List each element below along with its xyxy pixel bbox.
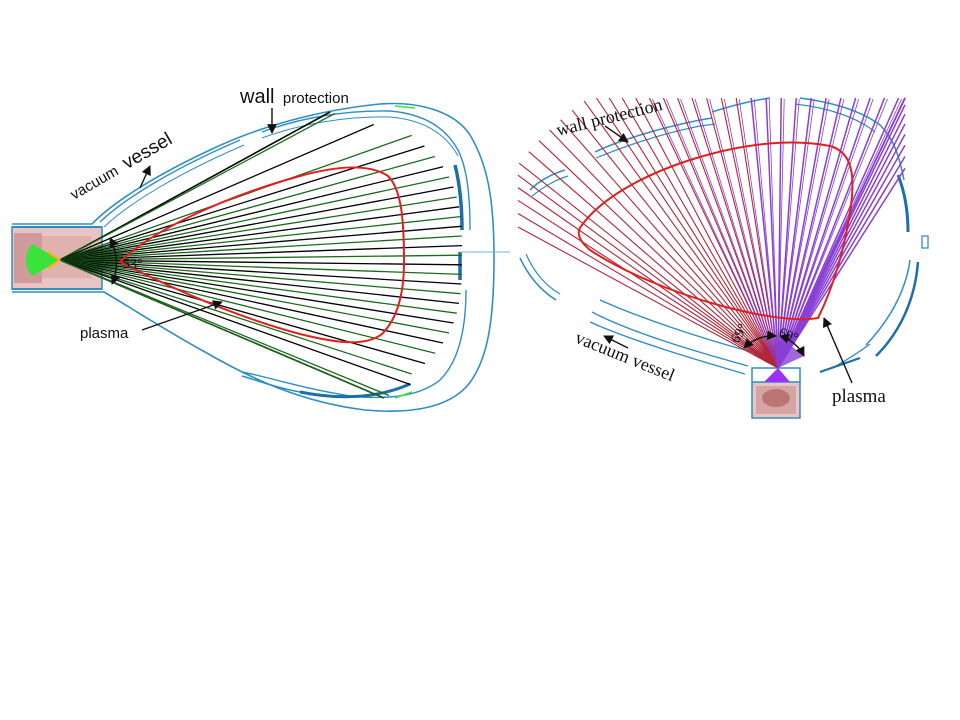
- left-sightline: [59, 259, 462, 276]
- right-sightline: [677, 97, 779, 369]
- left-sightline: [59, 215, 461, 261]
- right-sightline: [621, 97, 779, 369]
- left-sightline: [59, 259, 462, 266]
- left-angle-arc: [109, 237, 121, 285]
- right-sightline: [777, 97, 886, 369]
- right-sightline: [777, 98, 845, 369]
- right-sightline: [528, 151, 779, 369]
- right-sightline: [777, 98, 785, 369]
- left-sightline: [59, 145, 425, 261]
- right-angle-label-right: 69°: [777, 326, 801, 347]
- right-sightline: [666, 98, 779, 369]
- left-wall-label: wall protection: [239, 86, 349, 108]
- right-lower-vessel: [589, 299, 871, 375]
- right-plasma-label: plasma: [832, 386, 886, 407]
- right-sightline: [691, 97, 779, 369]
- right-sightline: [777, 97, 857, 369]
- left-vacuum-vessel-outline: [12, 102, 495, 412]
- right-sightline: [517, 213, 779, 369]
- left-sightline: [59, 206, 460, 261]
- left-sightline: [59, 166, 444, 261]
- left-sightline: [59, 196, 457, 261]
- right-sightline: [608, 97, 779, 369]
- right-sightline: [777, 98, 888, 369]
- left-wall-protection-outline: [99, 110, 471, 399]
- right-sightline: [517, 199, 779, 369]
- right-sightline: [777, 98, 800, 369]
- right-diagram: 69° 69° wall protection vacuum vessel pl…: [517, 94, 929, 419]
- left-vessel-label: vacuum vessel: [66, 129, 176, 205]
- left-sightline: [59, 259, 457, 314]
- right-sightline: [517, 174, 779, 369]
- right-sightline: [720, 97, 779, 369]
- right-sightline: [735, 97, 779, 369]
- left-sightline: [59, 259, 426, 365]
- left-sightline: [59, 259, 412, 375]
- right-sightline: [777, 156, 906, 369]
- right-sightline: [652, 98, 779, 369]
- left-sightline: [59, 259, 444, 344]
- right-sightline: [777, 97, 842, 369]
- right-wall-arrow: [604, 125, 629, 143]
- right-sightline: [517, 187, 779, 369]
- right-sightline: [595, 97, 779, 369]
- left-sightline: [59, 259, 462, 285]
- right-sightline: [777, 123, 906, 369]
- right-sightline: [517, 226, 779, 369]
- left-sightline: [59, 259, 450, 334]
- right-vessel-arrow: [603, 335, 629, 349]
- right-camera-violet-icon: [764, 368, 790, 382]
- left-angle-label: 53°: [123, 257, 143, 272]
- left-sightline: [59, 244, 463, 261]
- right-sightline: [680, 98, 779, 369]
- right-sightline: [777, 98, 860, 369]
- right-sightline: [560, 119, 779, 369]
- left-diagram: 53° wall protection vacuum vessel plasma: [11, 86, 510, 412]
- right-sightline: [777, 113, 906, 369]
- left-plasma-label: plasma: [80, 325, 129, 342]
- left-sightline: [59, 254, 463, 261]
- left-vessel-arrow: [139, 165, 151, 189]
- right-sightline: [750, 97, 779, 369]
- left-sightline: [59, 155, 436, 261]
- right-angle-arc-right: [779, 333, 805, 357]
- left-sightline: [59, 112, 336, 261]
- left-camera-green-icon: [25, 244, 60, 276]
- left-plasma-boundary: [118, 166, 406, 344]
- right-sightline: [777, 98, 874, 369]
- right-sightline: [709, 98, 779, 369]
- right-plasma-arrow: [822, 317, 853, 384]
- left-plasma-arrow: [141, 300, 223, 331]
- right-sightline: [706, 97, 779, 369]
- right-plasma-boundary: [577, 141, 854, 321]
- right-angle-arc-left: [743, 330, 777, 349]
- left-sightline: [59, 259, 460, 305]
- right-sightline: [549, 129, 779, 369]
- left-sightline: [59, 176, 450, 261]
- left-sightline: [59, 186, 454, 261]
- right-port: [751, 367, 801, 419]
- right-sightline: [583, 100, 779, 369]
- right-sightline: [635, 97, 779, 369]
- right-sightline: [777, 97, 871, 369]
- right-sightline: [571, 109, 779, 369]
- right-sightline: [777, 97, 900, 369]
- left-sightline: [59, 259, 436, 354]
- right-sightline-fan: [517, 97, 906, 369]
- right-sightline: [723, 98, 779, 369]
- right-sightline: [518, 162, 779, 369]
- right-sightline: [777, 97, 827, 369]
- right-sightline: [694, 98, 779, 369]
- right-sightline: [538, 140, 779, 369]
- left-sightline: [59, 259, 454, 324]
- right-sightline: [738, 98, 779, 369]
